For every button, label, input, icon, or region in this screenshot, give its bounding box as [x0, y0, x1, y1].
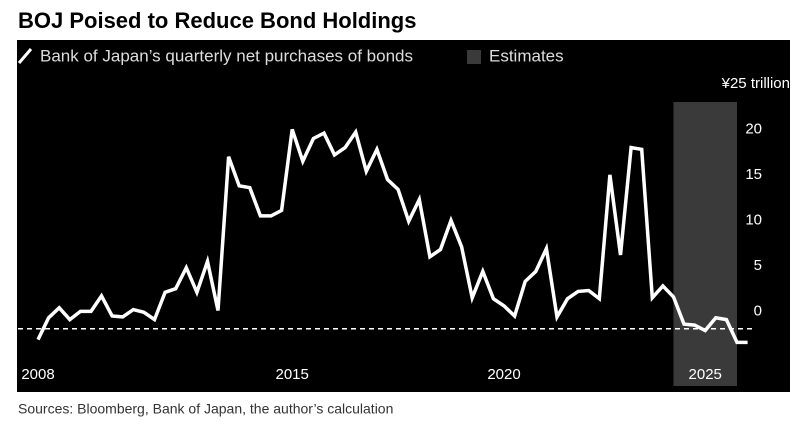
- chart-title: BOJ Poised to Reduce Bond Holdings: [18, 8, 416, 33]
- x-tick-label: 2020: [487, 366, 520, 383]
- source: Sources: Bloomberg, Bank of Japan, the a…: [18, 401, 393, 417]
- estimates-band: [673, 102, 737, 386]
- y-tick-label: 10: [745, 212, 762, 229]
- legend-label: Estimates: [489, 46, 564, 65]
- y-tick-label: 0: [754, 303, 762, 320]
- legend-line-icon: [17, 48, 33, 64]
- y-tick-label: 20: [745, 121, 762, 138]
- plot-background: [17, 40, 790, 392]
- legend-label: Bank of Japan’s quarterly net purchases …: [40, 46, 413, 65]
- x-tick-label: 2008: [21, 366, 54, 383]
- legend-swatch: [467, 50, 481, 64]
- y-tick-label: 15: [745, 166, 762, 183]
- x-tick-label: 2015: [275, 366, 308, 383]
- data-line: [36, 127, 748, 345]
- x-tick-label: 2025: [689, 366, 722, 383]
- y-tick-label: 5: [754, 257, 762, 274]
- y-tick-label: ¥25 trillion: [721, 75, 790, 92]
